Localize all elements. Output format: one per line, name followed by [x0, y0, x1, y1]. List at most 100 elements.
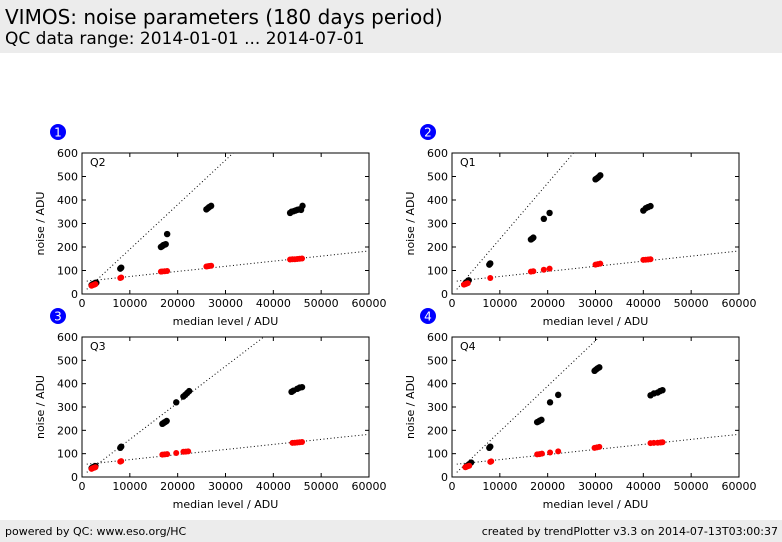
red-data-point — [596, 443, 603, 450]
black-data-point — [487, 260, 494, 267]
red-data-point — [659, 439, 666, 446]
x-tick-label: 60000 — [352, 480, 387, 493]
x-axis-label: median level / ADU — [543, 498, 649, 511]
x-tick-label: 50000 — [674, 480, 709, 493]
footer-credit-link[interactable]: powered by QC: www.eso.org/HC — [5, 525, 187, 538]
panel-number-text: 2 — [424, 126, 432, 140]
panel-number-badge — [50, 124, 66, 140]
black-data-point — [207, 202, 215, 210]
y-tick-label: 200 — [427, 424, 448, 437]
y-tick-label: 0 — [71, 471, 78, 484]
x-tick-label: 0 — [79, 480, 86, 493]
red-data-point — [92, 281, 99, 288]
x-tick-label: 20000 — [530, 480, 565, 493]
quadrant-label: Q1 — [460, 156, 476, 169]
page-subtitle: QC data range: 2014-01-01 ... 2014-07-01 — [5, 29, 365, 49]
black-data-point — [173, 399, 180, 406]
black-data-point — [647, 202, 654, 210]
red-data-point — [164, 267, 171, 274]
chart-panel-2: 0 10000 20000 30000 40000 50000 60000 0 100 200 30… — [404, 124, 757, 328]
red-data-point — [540, 266, 547, 273]
x-tick-label: 30000 — [578, 480, 613, 493]
x-tick-label: 10000 — [482, 297, 517, 310]
x-tick-label: 40000 — [256, 480, 291, 493]
red-data-point — [299, 255, 306, 262]
x-tick-label: 20000 — [160, 297, 195, 310]
red-data-point — [546, 265, 553, 272]
quadrant-label: Q4 — [460, 340, 476, 353]
y-tick-label: 600 — [427, 147, 448, 160]
y-tick-label: 200 — [57, 424, 78, 437]
x-tick-label: 60000 — [722, 297, 757, 310]
y-tick-label: 500 — [427, 171, 448, 184]
black-data-point — [546, 399, 554, 406]
red-data-point — [299, 439, 306, 445]
x-axis-label: median level / ADU — [543, 315, 649, 328]
plot-frame — [81, 336, 370, 478]
panel-number-badge — [50, 308, 66, 324]
red-data-point — [555, 448, 562, 455]
x-tick-label: 10000 — [482, 480, 517, 493]
x-tick-label: 60000 — [352, 297, 387, 310]
black-data-point — [546, 209, 553, 217]
red-data-point — [488, 458, 495, 465]
x-tick-label: 0 — [449, 297, 456, 310]
black-data-point — [487, 443, 494, 450]
x-tick-label: 50000 — [304, 297, 339, 310]
red-data-point — [118, 458, 125, 465]
plot-area — [456, 153, 739, 290]
red-data-point — [538, 450, 545, 457]
black-data-point — [118, 443, 125, 450]
x-tick-label: 30000 — [578, 297, 613, 310]
chart-panel-1: 0 10000 20000 30000 40000 50000 60000 0 100 200 30… — [34, 124, 387, 328]
y-tick-label: 300 — [427, 218, 448, 231]
fit-line-1 — [456, 337, 600, 473]
panel-number-text: 4 — [424, 310, 432, 324]
quadrant-label: Q3 — [90, 340, 106, 353]
x-tick-label: 30000 — [208, 297, 243, 310]
header-bar: VIMOS: noise parameters (180 days period… — [0, 0, 782, 53]
y-axis-label: noise / ADU — [34, 375, 47, 439]
black-data-point — [659, 387, 666, 394]
red-data-point — [164, 451, 171, 458]
black-data-point — [596, 364, 603, 371]
x-tick-label: 40000 — [626, 480, 661, 493]
x-axis-label: median level / ADU — [173, 315, 279, 328]
plot-frame — [81, 152, 370, 295]
y-tick-label: 0 — [441, 471, 448, 484]
x-tick-label: 10000 — [112, 297, 147, 310]
panel-number-badge — [420, 308, 436, 324]
y-tick-label: 400 — [427, 194, 448, 207]
red-data-point — [647, 256, 654, 263]
y-tick-label: 200 — [57, 241, 78, 254]
y-axis-label: noise / ADU — [404, 375, 417, 439]
footer-created-by: created by trendPlotter v3.3 on 2014-07-… — [481, 525, 778, 538]
x-tick-label: 50000 — [674, 297, 709, 310]
y-tick-label: 100 — [57, 448, 78, 461]
red-data-point — [118, 274, 125, 281]
red-data-point — [597, 260, 604, 267]
x-tick-label: 20000 — [530, 297, 565, 310]
red-data-point — [173, 449, 180, 456]
x-tick-label: 60000 — [722, 480, 757, 493]
black-data-point — [554, 391, 562, 399]
x-tick-label: 40000 — [626, 297, 661, 310]
red-data-point — [464, 280, 471, 287]
black-data-point — [298, 383, 306, 391]
y-tick-label: 300 — [57, 401, 78, 414]
plot-area — [456, 337, 739, 473]
y-tick-label: 500 — [57, 171, 78, 184]
fit-line-1 — [86, 337, 265, 473]
page-title: VIMOS: noise parameters (180 days period… — [5, 5, 443, 29]
black-data-point — [597, 172, 604, 179]
black-data-point — [299, 202, 306, 210]
x-tick-label: 40000 — [256, 297, 291, 310]
plot-area — [86, 337, 369, 473]
x-tick-label: 0 — [79, 297, 86, 310]
red-data-point — [547, 449, 554, 456]
black-data-point — [530, 234, 537, 241]
plot-frame — [451, 152, 740, 295]
y-tick-label: 400 — [427, 378, 448, 391]
y-tick-label: 300 — [57, 218, 78, 231]
